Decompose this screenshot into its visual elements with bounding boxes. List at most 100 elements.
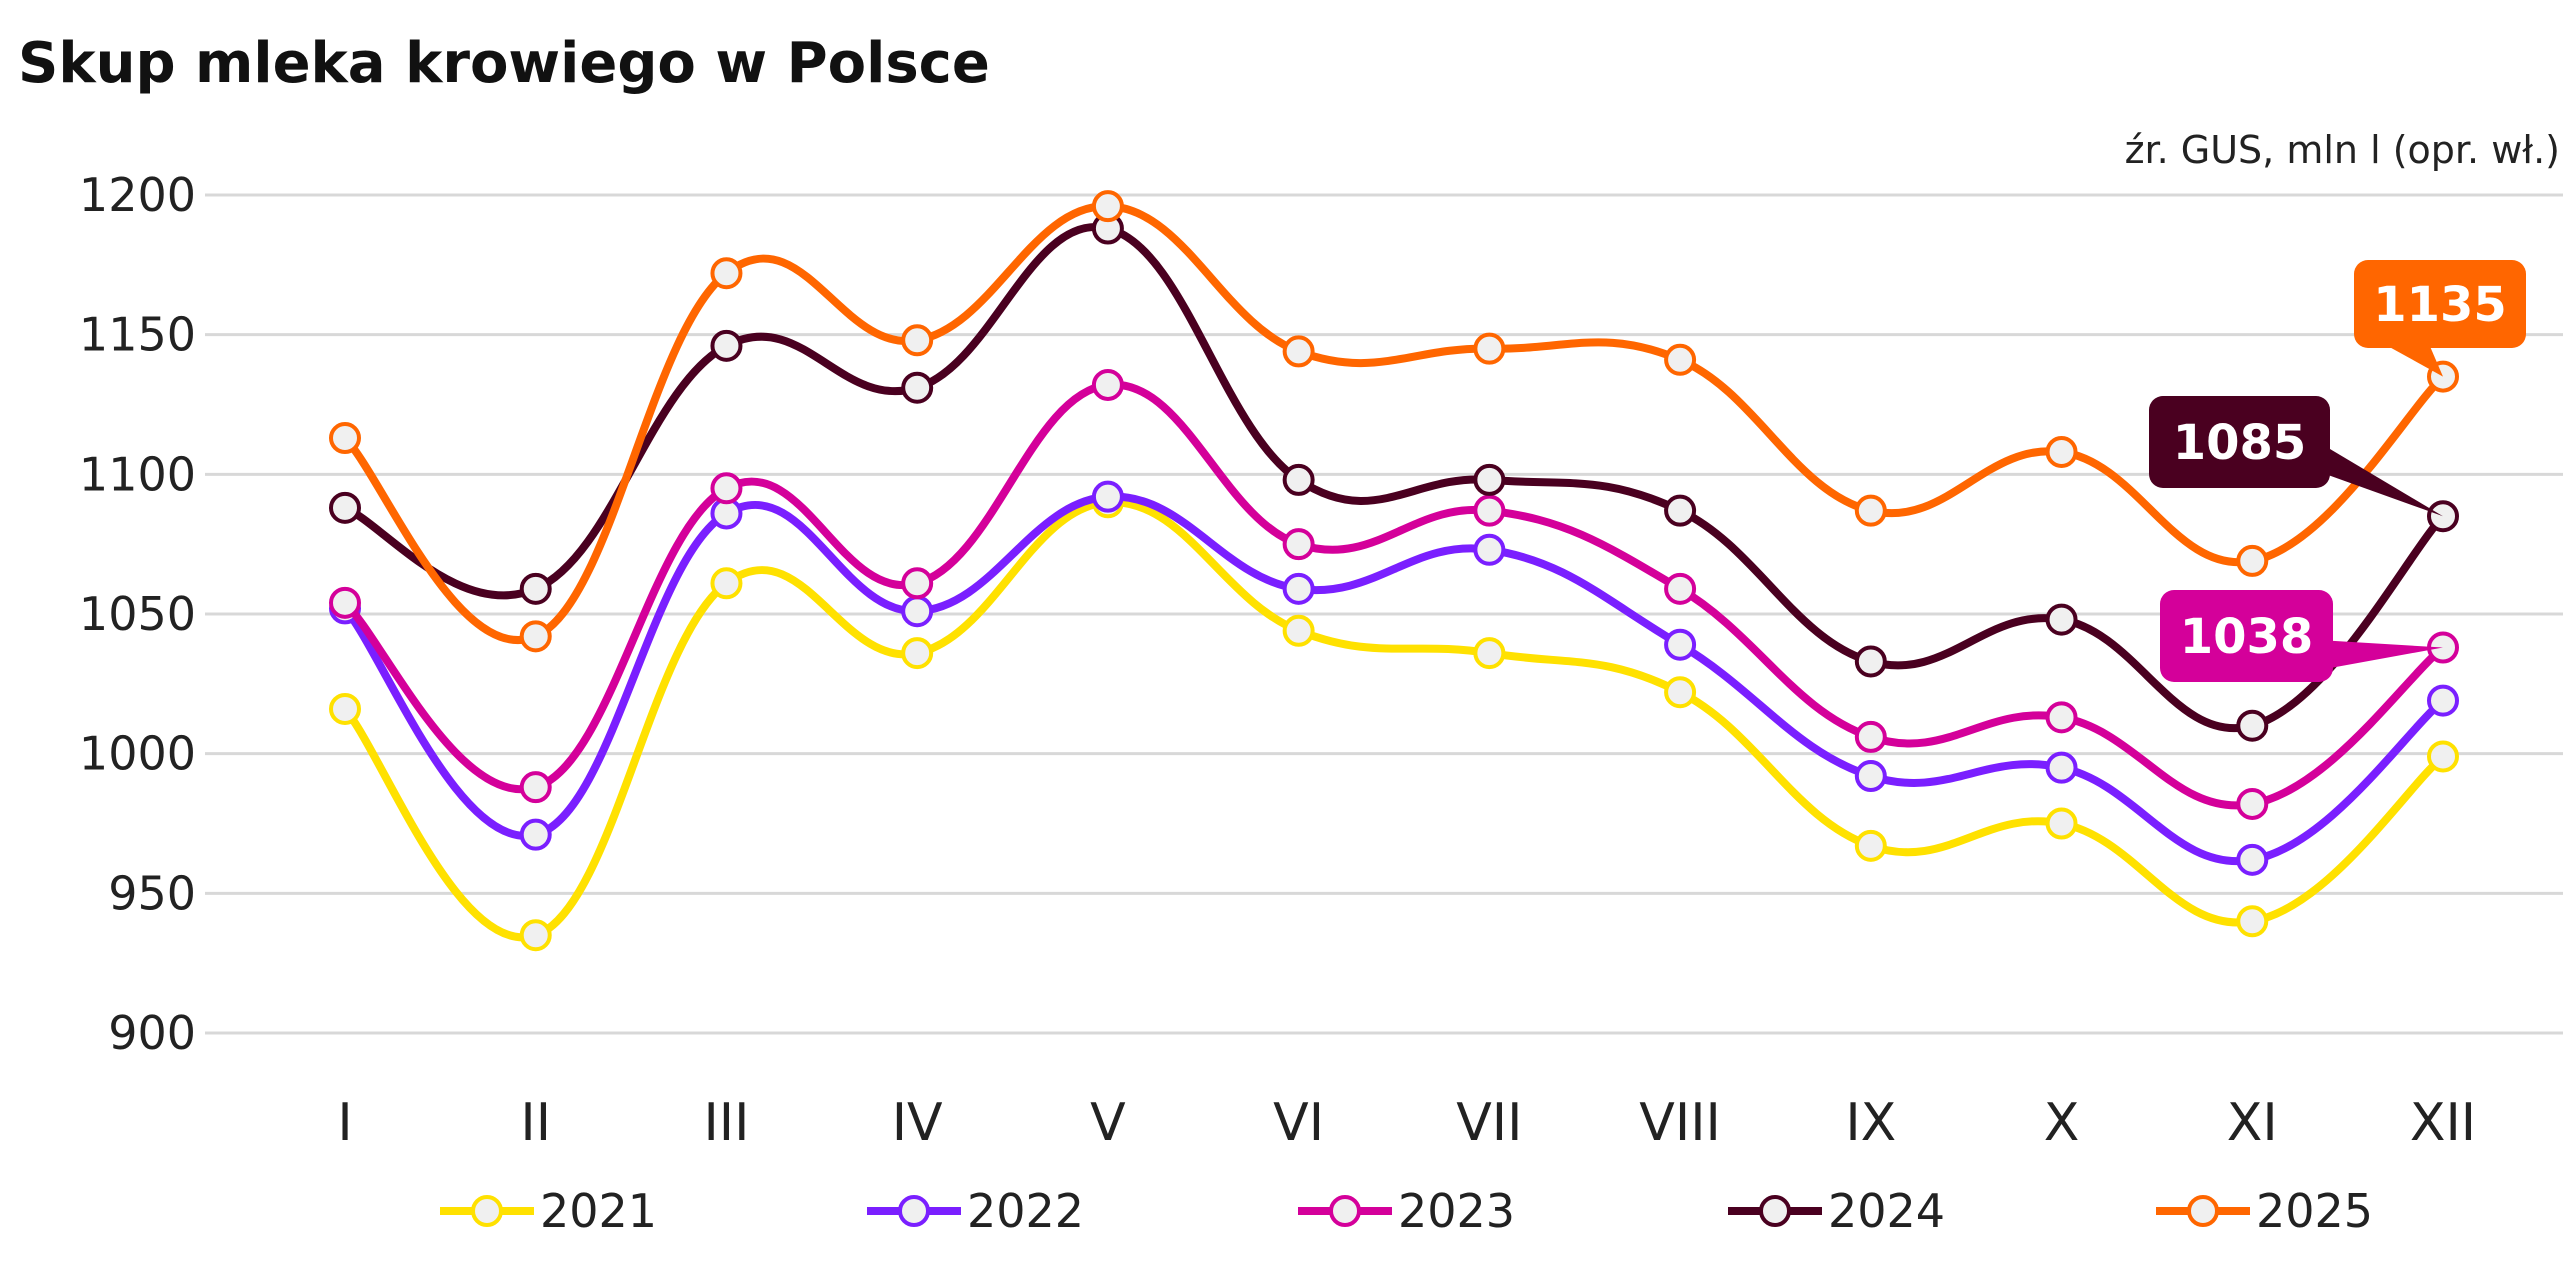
data-point <box>1282 614 1315 647</box>
legend-label: 2023 <box>1398 1184 1515 1238</box>
data-point <box>901 324 934 357</box>
callout-2023: 1038 <box>2160 590 2443 682</box>
data-point <box>1473 494 1506 527</box>
data-point <box>519 572 552 605</box>
x-tick-label: XII <box>2410 1093 2476 1153</box>
y-tick-label: 900 <box>108 1006 196 1060</box>
series-line <box>342 380 2446 810</box>
chart-title: Skup mleka krowiego w Polsce <box>18 31 990 96</box>
legend-label: 2024 <box>1828 1184 1945 1238</box>
x-tick-label: II <box>520 1093 551 1153</box>
legend-label: 2021 <box>540 1184 657 1238</box>
series-line <box>341 492 2446 866</box>
x-tick-label: I <box>337 1093 352 1153</box>
series-2025 <box>329 190 2459 653</box>
legend-marker <box>898 1195 930 1227</box>
legend-item-2021: 2021 <box>440 1184 657 1238</box>
x-tick-label: V <box>1090 1093 1126 1153</box>
data-point <box>1473 533 1506 566</box>
x-tick-label: IX <box>1845 1093 1896 1153</box>
callout-label: 1038 <box>2180 609 2314 665</box>
data-point <box>901 371 934 404</box>
data-point <box>1282 528 1315 561</box>
data-point <box>1664 494 1697 527</box>
data-point <box>2236 905 2269 938</box>
data-point <box>2045 603 2078 636</box>
data-point <box>519 620 552 653</box>
x-tick-label: XI <box>2227 1093 2278 1153</box>
data-point <box>1282 335 1315 368</box>
callout-2025: 1135 <box>2354 260 2526 377</box>
data-point <box>2045 807 2078 840</box>
callout-label: 1085 <box>2173 415 2307 471</box>
data-point <box>2045 701 2078 734</box>
x-tick-label: VIII <box>1639 1093 1721 1153</box>
x-tick-label: VI <box>1273 1093 1324 1153</box>
data-point <box>2045 751 2078 784</box>
series-2021 <box>329 486 2459 952</box>
data-point <box>2236 544 2269 577</box>
y-tick-label: 950 <box>108 866 196 920</box>
data-point <box>2427 684 2459 717</box>
data-point <box>329 692 361 725</box>
legend-marker <box>1759 1195 1791 1227</box>
series-2022 <box>329 480 2459 876</box>
data-point <box>1854 494 1887 527</box>
data-point <box>1854 760 1887 793</box>
callout-2024: 1085 <box>2149 396 2443 517</box>
x-tick-label: VII <box>1456 1093 1522 1153</box>
series-2023 <box>329 368 2459 820</box>
data-point <box>710 567 743 600</box>
data-point <box>519 771 552 804</box>
data-point <box>710 257 743 290</box>
data-point <box>1664 676 1697 709</box>
series-line <box>343 223 2446 733</box>
data-point <box>2045 435 2078 468</box>
data-point <box>1854 645 1887 678</box>
data-point <box>329 586 361 619</box>
data-point <box>519 919 552 952</box>
callout-pointer <box>2329 640 2443 669</box>
callout-box <box>2354 260 2526 348</box>
data-point <box>901 595 934 628</box>
data-point <box>519 818 552 851</box>
data-point <box>1473 637 1506 670</box>
series-line <box>341 498 2446 942</box>
series-2024 <box>329 212 2459 742</box>
data-point <box>1091 480 1124 513</box>
data-point <box>1664 343 1697 376</box>
data-point <box>2236 843 2269 876</box>
legend-item-2024: 2024 <box>1728 1184 1945 1238</box>
data-point <box>1091 368 1124 401</box>
y-tick-label: 1150 <box>79 308 196 362</box>
x-tick-label: X <box>2044 1093 2080 1153</box>
data-point <box>710 329 743 362</box>
data-point <box>1854 720 1887 753</box>
x-tick-label: III <box>703 1093 749 1153</box>
data-point <box>901 637 934 670</box>
data-point <box>1091 190 1124 223</box>
data-point <box>329 491 361 524</box>
data-point <box>1473 463 1506 496</box>
data-point <box>1282 572 1315 605</box>
callout-box <box>2149 396 2330 488</box>
y-tick-label: 1100 <box>79 447 196 501</box>
callout-box <box>2160 590 2333 682</box>
callout-pointer <box>2326 446 2443 517</box>
legend-label: 2025 <box>2256 1184 2373 1238</box>
legend-item-2023: 2023 <box>1298 1184 1515 1238</box>
legend-label: 2022 <box>967 1184 1084 1238</box>
series-line <box>342 202 2446 644</box>
legend-marker <box>1329 1195 1361 1227</box>
data-point <box>1664 572 1697 605</box>
data-point <box>2427 740 2459 773</box>
data-point <box>2236 709 2269 742</box>
y-tick-label: 1000 <box>79 727 196 781</box>
legend-marker <box>2187 1195 2219 1227</box>
data-point <box>1282 463 1315 496</box>
data-point <box>901 567 934 600</box>
y-tick-label: 1200 <box>79 168 196 222</box>
data-point <box>1854 829 1887 862</box>
legend-item-2022: 2022 <box>867 1184 1084 1238</box>
source-note: źr. GUS, mln l (opr. wł.) <box>2125 128 2560 172</box>
